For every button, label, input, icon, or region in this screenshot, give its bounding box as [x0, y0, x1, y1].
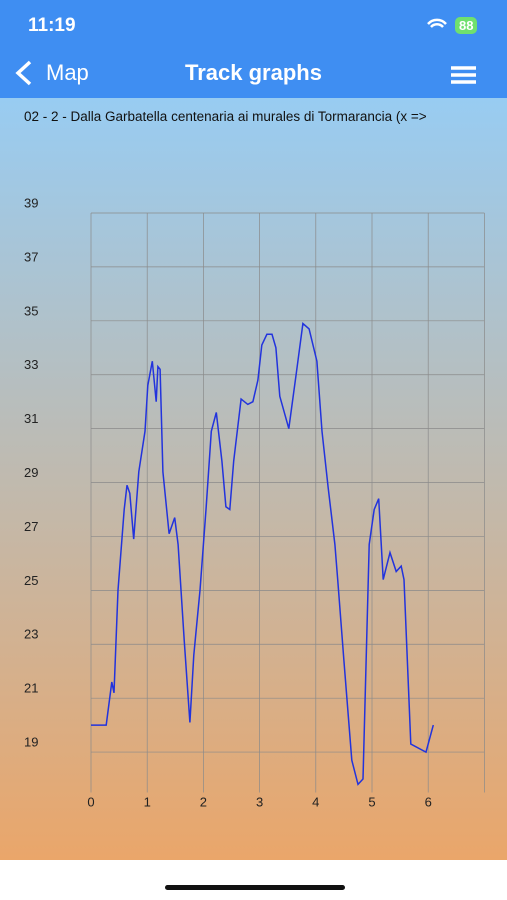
- menu-icon[interactable]: [451, 66, 476, 84]
- nav-title: Track graphs: [185, 60, 322, 85]
- track-subtitle: 02 - 2 - Dalla Garbatella centenaria ai …: [24, 109, 427, 124]
- y-tick-label: 25: [24, 573, 38, 588]
- y-tick-label: 23: [24, 627, 38, 642]
- home-indicator: [165, 885, 345, 890]
- x-tick-label: 5: [368, 794, 375, 809]
- y-tick-label: 37: [24, 249, 38, 264]
- y-tick-label: 39: [24, 195, 38, 210]
- y-tick-label: 19: [24, 735, 38, 750]
- y-tick-label: 33: [24, 357, 38, 372]
- y-tick-label: 21: [24, 681, 38, 696]
- back-button[interactable]: Map: [46, 60, 89, 85]
- x-tick-label: 2: [200, 794, 207, 809]
- header: 11:19 88 Map Track graphs: [0, 0, 507, 98]
- back-icon[interactable]: [15, 60, 32, 86]
- y-tick-label: 31: [24, 411, 38, 426]
- x-tick-label: 0: [87, 794, 94, 809]
- y-tick-label: 29: [24, 465, 38, 480]
- header-icons: [15, 18, 476, 86]
- content: 02 - 2 - Dalla Garbatella centenaria ai …: [0, 98, 507, 860]
- y-tick-label: 35: [24, 303, 38, 318]
- x-tick-label: 3: [256, 794, 263, 809]
- x-tick-label: 1: [144, 794, 151, 809]
- clock: 11:19: [28, 15, 76, 36]
- x-tick-label: 6: [425, 794, 432, 809]
- wifi-icon: [427, 18, 447, 28]
- y-tick-label: 27: [24, 519, 38, 534]
- x-tick-label: 4: [312, 794, 319, 809]
- battery: 88: [455, 17, 478, 34]
- data-line: [91, 322, 435, 786]
